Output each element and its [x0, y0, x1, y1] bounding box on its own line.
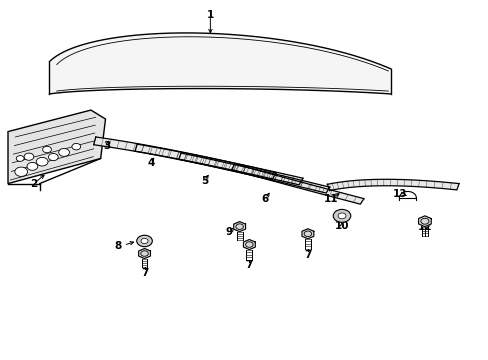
Text: 2: 2 — [30, 179, 38, 189]
Text: 7: 7 — [245, 260, 253, 270]
Circle shape — [332, 210, 350, 222]
Text: 4: 4 — [147, 158, 154, 168]
Polygon shape — [418, 216, 430, 226]
Polygon shape — [243, 239, 255, 249]
Text: 9: 9 — [225, 227, 232, 237]
Text: 8: 8 — [114, 241, 121, 251]
Polygon shape — [8, 110, 105, 184]
Polygon shape — [231, 164, 363, 204]
Circle shape — [137, 235, 152, 247]
Circle shape — [27, 162, 38, 170]
Text: 7: 7 — [304, 249, 311, 260]
Circle shape — [36, 157, 48, 166]
Text: 6: 6 — [261, 194, 268, 204]
Polygon shape — [49, 33, 390, 94]
Text: 5: 5 — [201, 176, 208, 186]
Polygon shape — [138, 248, 150, 258]
Polygon shape — [179, 153, 329, 193]
Circle shape — [141, 238, 148, 244]
Text: 11: 11 — [324, 194, 338, 204]
Text: 1: 1 — [206, 10, 214, 20]
Text: 13: 13 — [392, 189, 407, 199]
Circle shape — [72, 143, 81, 150]
Circle shape — [16, 156, 24, 161]
Text: 10: 10 — [334, 221, 348, 230]
Polygon shape — [327, 179, 458, 190]
Circle shape — [15, 167, 27, 176]
Circle shape — [42, 146, 51, 153]
Text: 7: 7 — [141, 267, 148, 278]
Circle shape — [337, 213, 346, 219]
Polygon shape — [94, 137, 276, 180]
Text: 12: 12 — [417, 222, 431, 232]
Circle shape — [59, 148, 69, 156]
Polygon shape — [302, 229, 313, 239]
Polygon shape — [233, 222, 245, 231]
Circle shape — [48, 153, 58, 161]
Circle shape — [24, 153, 34, 160]
Text: 3: 3 — [103, 141, 110, 151]
Polygon shape — [135, 144, 303, 185]
